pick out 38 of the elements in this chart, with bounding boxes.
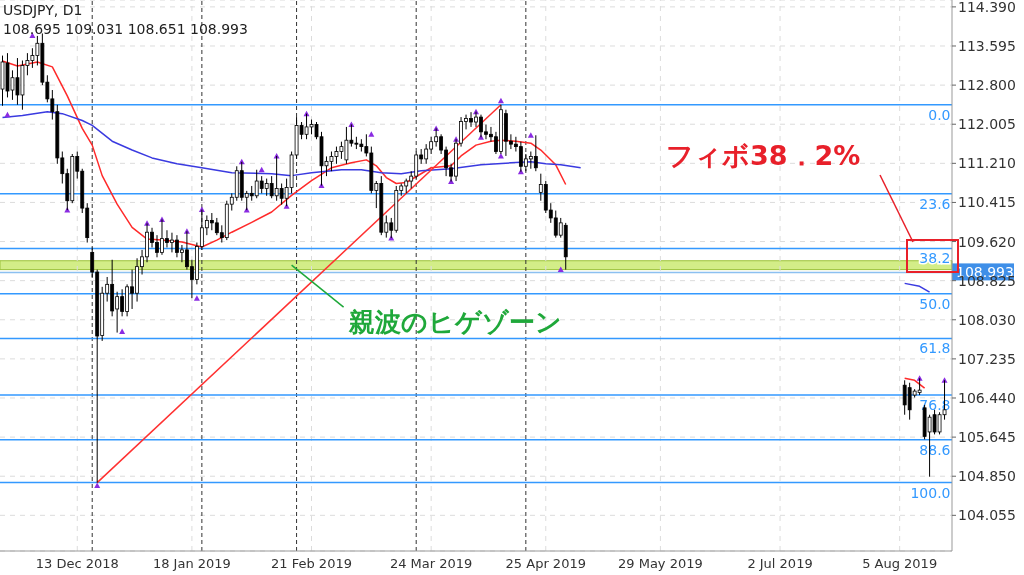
chart-title: USDJPY, D1 xyxy=(3,2,83,18)
annotation: 0.0 xyxy=(928,106,951,123)
y-tick-label: 106.440 xyxy=(958,389,1016,406)
y-tick-label: 107.235 xyxy=(958,350,1016,367)
x-tick-label: 2 Jul 2019 xyxy=(747,556,813,572)
y-tick-label: 113.595 xyxy=(958,37,1016,54)
point xyxy=(119,328,126,335)
annotation: 親波のヒゲゾーン xyxy=(347,307,562,338)
x-tick-label: 29 May 2019 xyxy=(618,556,703,572)
y-tick-label: 104.055 xyxy=(958,507,1016,524)
y-tick-label: 111.210 xyxy=(958,155,1016,172)
x-tick-label: 18 Jan 2019 xyxy=(152,556,231,572)
annotation: 100.0 xyxy=(910,484,951,501)
point xyxy=(94,482,101,489)
x-tick-label: 21 Feb 2019 xyxy=(271,556,352,572)
y-tick-label: 104.850 xyxy=(958,468,1016,485)
y-tick-label: 110.415 xyxy=(958,194,1016,211)
annotation: 23.6 xyxy=(919,195,951,212)
candlestick xyxy=(533,134,538,172)
y-tick-label: 112.800 xyxy=(958,77,1016,94)
line-series xyxy=(1,110,582,177)
point xyxy=(368,131,375,137)
point xyxy=(4,111,11,118)
y-tick-label: 105.645 xyxy=(958,429,1016,446)
x-tick-label: 13 Dec 2018 xyxy=(35,556,119,572)
text: 108.695 109.031 108.651 108.993 xyxy=(3,21,248,37)
y-tick-label: 112.005 xyxy=(958,116,1016,133)
x-tick-label: 5 Aug 2019 xyxy=(862,556,938,572)
y-tick-label: 108.030 xyxy=(958,311,1016,328)
annotation: フィボ38．2% xyxy=(666,139,861,173)
annotation: 50.0 xyxy=(919,295,951,312)
point xyxy=(527,132,534,138)
x-tick-label: 25 Apr 2019 xyxy=(505,556,586,572)
y-tick-label: 109.620 xyxy=(958,233,1016,250)
x-tick-label: 24 Mar 2019 xyxy=(389,556,473,572)
annotation: 61.8 xyxy=(919,340,951,357)
point xyxy=(193,295,200,301)
y-tick-label: 114.390 xyxy=(958,0,1016,15)
